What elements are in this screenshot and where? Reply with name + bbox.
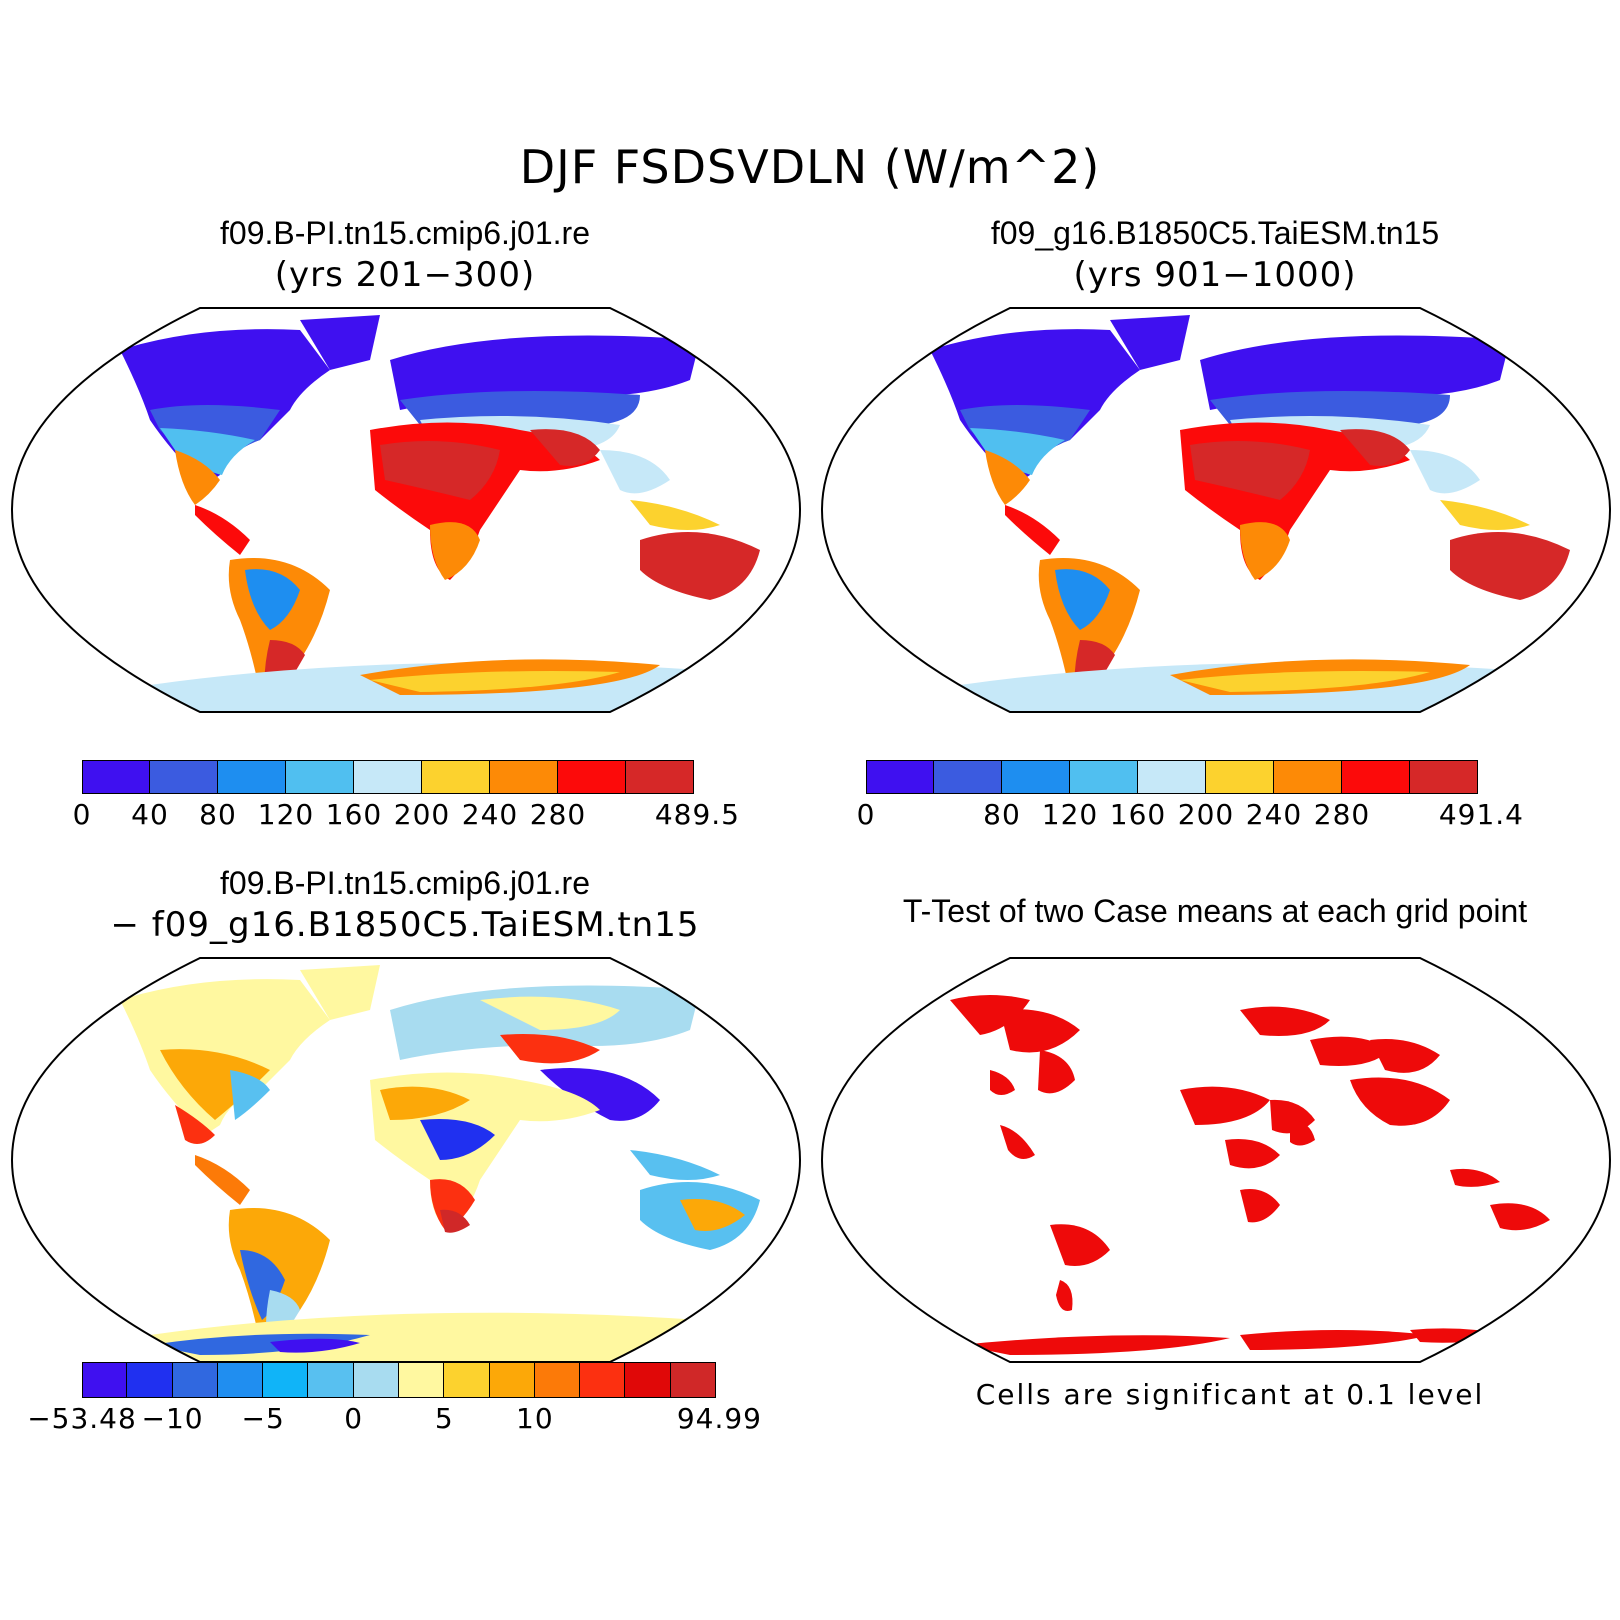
colorbar-top-right-swatch <box>1002 760 1070 794</box>
colorbar-top-right-tick-label: 0 <box>856 798 876 831</box>
colorbar-top-left-swatch <box>490 760 558 794</box>
colorbar-top-left-tick-label: 40 <box>131 798 169 831</box>
colorbar-bottom-left-tick-label: 94.99 <box>676 1402 762 1435</box>
colorbar-bottom-left-swatch <box>172 1362 218 1398</box>
top-right-years: (yrs 901−1000) <box>1073 255 1357 295</box>
colorbar-top-left-tick-label: 280 <box>529 798 587 831</box>
map-bottom-right <box>820 957 1612 1363</box>
colorbar-bottom-left-swatch <box>580 1362 626 1398</box>
colorbar-top-right-swatch <box>1070 760 1138 794</box>
colorbar-top-left-swatch <box>558 760 626 794</box>
colorbar-top-left-swatch <box>354 760 422 794</box>
colorbar-top-right-tick-label: 240 <box>1245 798 1303 831</box>
colorbar-top-left-tick-label: 160 <box>325 798 383 831</box>
colorbar-bottom-left-swatch <box>399 1362 445 1398</box>
colorbar-bottom-left-swatch <box>82 1362 128 1398</box>
colorbar-bottom-left-swatch <box>489 1362 535 1398</box>
figure-title: DJF FSDSVDLN (W/m^2) <box>519 140 1101 194</box>
map-top-left <box>10 307 802 713</box>
colorbar-bottom-left-swatch <box>127 1362 173 1398</box>
colorbar-top-left-tick-label: 489.5 <box>654 798 740 831</box>
colorbar-top-left-tick-label: 80 <box>199 798 237 831</box>
colorbar-bottom-left-swatch <box>263 1362 309 1398</box>
bottom-left-minus-case: − f09_g16.B1850C5.TaiESM.tn15 <box>110 905 700 945</box>
colorbar-top-right-swatch <box>1342 760 1410 794</box>
colorbar-top-right: 0 80 120 160 200 240 280 491.4 <box>857 760 1523 831</box>
colorbar-top-left-swatch <box>286 760 354 794</box>
colorbar-top-right-swatch <box>1138 760 1206 794</box>
colorbar-bottom-left-swatch <box>444 1362 490 1398</box>
colorbar-bottom-left-swatch <box>308 1362 354 1398</box>
map-top-right <box>820 307 1612 713</box>
colorbar-top-right-swatch <box>866 760 934 794</box>
colorbar-bottom-left-tick-label: −53.48 <box>27 1402 137 1435</box>
colorbar-top-right-swatch <box>1206 760 1274 794</box>
colorbar-top-left-swatch <box>150 760 218 794</box>
colorbar-top-left-swatch <box>82 760 150 794</box>
colorbar-bottom-left-swatch <box>625 1362 671 1398</box>
colorbar-top-left-tick-label: 200 <box>393 798 451 831</box>
colorbar-top-left-swatch <box>218 760 286 794</box>
colorbar-top-left-swatch <box>422 760 490 794</box>
colorbar-top-right-tick-label: 120 <box>1041 798 1099 831</box>
bottom-left-case-title: f09.B-PI.tn15.cmip6.j01.re <box>220 865 590 901</box>
colorbar-bottom-left-swatch <box>534 1362 581 1398</box>
colorbar-top-right-tick-label: 80 <box>983 798 1021 831</box>
colorbar-bottom-left-swatch <box>670 1362 716 1398</box>
colorbar-top-right-swatch <box>934 760 1002 794</box>
colorbar-top-left: 0 40 80 120 160 200 240 280 489.5 <box>73 760 739 831</box>
top-right-case-title: f09_g16.B1850C5.TaiESM.tn15 <box>990 215 1440 251</box>
colorbar-top-right-tick-label: 491.4 <box>1438 798 1524 831</box>
map-bottom-left <box>10 957 802 1363</box>
colorbar-bottom-left-swatch <box>217 1362 264 1398</box>
significance-note: Cells are significant at 0.1 level <box>975 1378 1485 1411</box>
top-left-case-title: f09.B-PI.tn15.cmip6.j01.re <box>220 215 590 251</box>
colorbar-top-left-swatch <box>626 760 694 794</box>
bottom-right-ttest-title: T-Test of two Case means at each grid po… <box>902 893 1528 929</box>
colorbar-bottom-left-tick-label: 0 <box>344 1402 364 1435</box>
colorbar-bottom-left-tick-label: −10 <box>141 1402 204 1435</box>
colorbar-top-right-swatch <box>1410 760 1478 794</box>
colorbar-top-right-tick-label: 280 <box>1313 798 1371 831</box>
colorbar-top-right-tick-label: 160 <box>1109 798 1167 831</box>
colorbar-bottom-left-swatch <box>353 1362 399 1398</box>
colorbar-bottom-left-tick-label: −5 <box>241 1402 285 1435</box>
colorbar-top-left-tick-label: 0 <box>72 798 92 831</box>
colorbar-top-left-tick-label: 120 <box>257 798 315 831</box>
colorbar-bottom-left: −53.48 −10 −5 0 5 10 94.99 <box>27 1362 761 1435</box>
colorbar-bottom-left-tick-label: 5 <box>434 1402 454 1435</box>
colorbar-top-right-swatch <box>1274 760 1342 794</box>
colorbar-top-left-tick-label: 240 <box>461 798 519 831</box>
top-left-years: (yrs 201−300) <box>274 255 536 295</box>
colorbar-bottom-left-tick-label: 10 <box>516 1402 554 1435</box>
colorbar-top-right-tick-label: 200 <box>1177 798 1235 831</box>
